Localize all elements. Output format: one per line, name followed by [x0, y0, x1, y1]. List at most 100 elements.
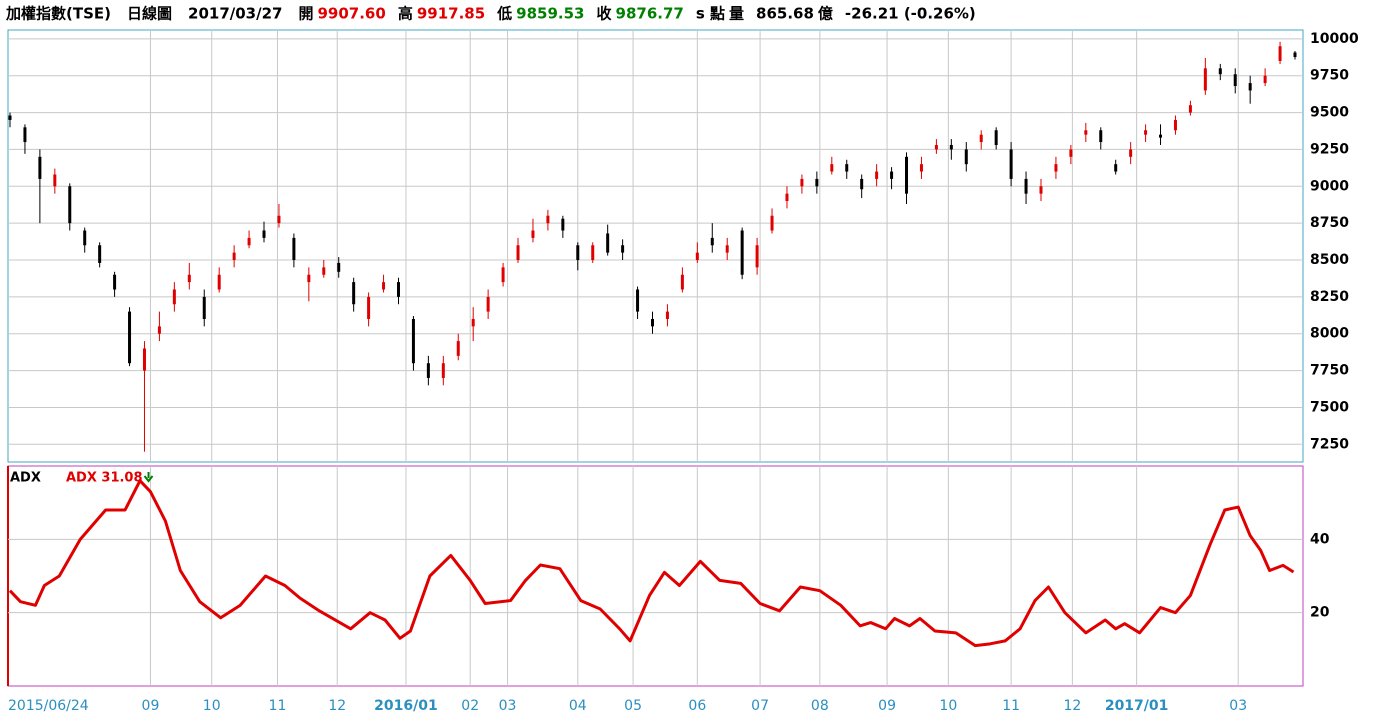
- body: [1054, 164, 1058, 172]
- header-text: 高: [398, 5, 413, 23]
- body: [157, 326, 161, 334]
- header-text: 865.68: [756, 5, 814, 23]
- x-tick-label: 11: [1002, 698, 1020, 714]
- body: [1188, 105, 1192, 113]
- x-tick-label: 2015/06/24: [8, 698, 89, 714]
- body: [1173, 119, 1177, 131]
- x-tick-label: 08: [811, 698, 829, 714]
- body: [501, 267, 505, 283]
- header-text: 9859.53: [516, 5, 584, 23]
- x-tick-label: 06: [688, 698, 706, 714]
- price-panel: [7, 29, 1304, 463]
- x-tick-label: 12: [1063, 698, 1081, 714]
- body: [680, 274, 684, 290]
- header-text: s 點: [696, 5, 725, 23]
- y-tick-label: 9250: [1310, 141, 1349, 157]
- body: [905, 156, 909, 194]
- body: [606, 233, 610, 253]
- body: [934, 145, 938, 150]
- header-text: 9917.85: [417, 5, 485, 23]
- body: [471, 318, 475, 327]
- y-tick-label: 9750: [1310, 68, 1349, 84]
- y-tick-label: 8500: [1310, 252, 1349, 268]
- x-tick-label: 03: [499, 698, 517, 714]
- body: [232, 252, 236, 261]
- body: [68, 186, 72, 224]
- header-text: -26.21 (-0.26%): [845, 5, 976, 23]
- body: [277, 215, 281, 224]
- header-text: 2017/03/27: [188, 5, 282, 23]
- body: [591, 245, 595, 261]
- body: [964, 149, 968, 165]
- header-text: 億: [818, 5, 833, 23]
- body: [845, 164, 849, 172]
- header-text: 加權指數(TSE): [5, 5, 111, 23]
- body: [142, 348, 146, 371]
- indicator-name: ADX: [10, 471, 41, 486]
- body: [1084, 130, 1088, 135]
- body: [1114, 164, 1118, 172]
- body: [875, 171, 879, 179]
- y-tick-label: 7750: [1310, 363, 1349, 379]
- x-tick-label: 02: [461, 698, 479, 714]
- body: [382, 282, 386, 290]
- body: [456, 341, 460, 356]
- body: [98, 245, 102, 263]
- body: [292, 237, 296, 261]
- header: 加權指數(TSE) 日線圖 2017/03/27 開 9907.60 高 9917.85 低 9…: [5, 5, 976, 23]
- body: [695, 252, 699, 261]
- body: [247, 237, 251, 246]
- body: [740, 230, 744, 275]
- y-tick-label: 10000: [1310, 31, 1359, 47]
- body: [53, 174, 57, 187]
- body: [486, 296, 490, 312]
- y-tick-label: 8750: [1310, 215, 1349, 231]
- body: [38, 156, 42, 179]
- body: [262, 230, 266, 238]
- body: [576, 245, 580, 261]
- body: [725, 245, 729, 253]
- body: [172, 289, 176, 305]
- body: [710, 237, 714, 246]
- body: [217, 274, 221, 290]
- down-arrow: [143, 472, 154, 483]
- body: [396, 282, 400, 297]
- body: [441, 363, 445, 378]
- body: [322, 267, 326, 275]
- body: [531, 230, 535, 238]
- body: [1263, 75, 1267, 84]
- body: [128, 311, 132, 364]
- body: [621, 245, 625, 253]
- x-tick-label: 05: [624, 698, 642, 714]
- x-tick-label: 12: [328, 698, 346, 714]
- adx-line: [8, 479, 1295, 648]
- body: [785, 193, 789, 202]
- body: [979, 134, 983, 143]
- y-tick-label: 7500: [1310, 399, 1349, 415]
- body: [651, 318, 654, 327]
- body: [830, 164, 834, 172]
- x-tick-label: 09: [142, 698, 160, 714]
- y-tick-label: 20: [1310, 605, 1330, 621]
- body: [337, 262, 341, 272]
- body: [949, 145, 953, 150]
- body: [665, 311, 669, 319]
- body: [546, 215, 550, 224]
- body: [860, 178, 864, 190]
- body: [919, 164, 923, 172]
- body: [516, 245, 520, 261]
- body: [561, 218, 565, 231]
- body: [352, 282, 356, 305]
- body: [815, 178, 819, 187]
- x-tick-label: 04: [569, 698, 587, 714]
- body: [23, 127, 27, 143]
- body: [1248, 83, 1252, 91]
- body: [1099, 130, 1103, 143]
- header-text: 開: [298, 5, 313, 23]
- body: [770, 215, 774, 231]
- body: [1129, 149, 1133, 157]
- header-text: 9876.77: [616, 5, 684, 23]
- body: [890, 171, 894, 179]
